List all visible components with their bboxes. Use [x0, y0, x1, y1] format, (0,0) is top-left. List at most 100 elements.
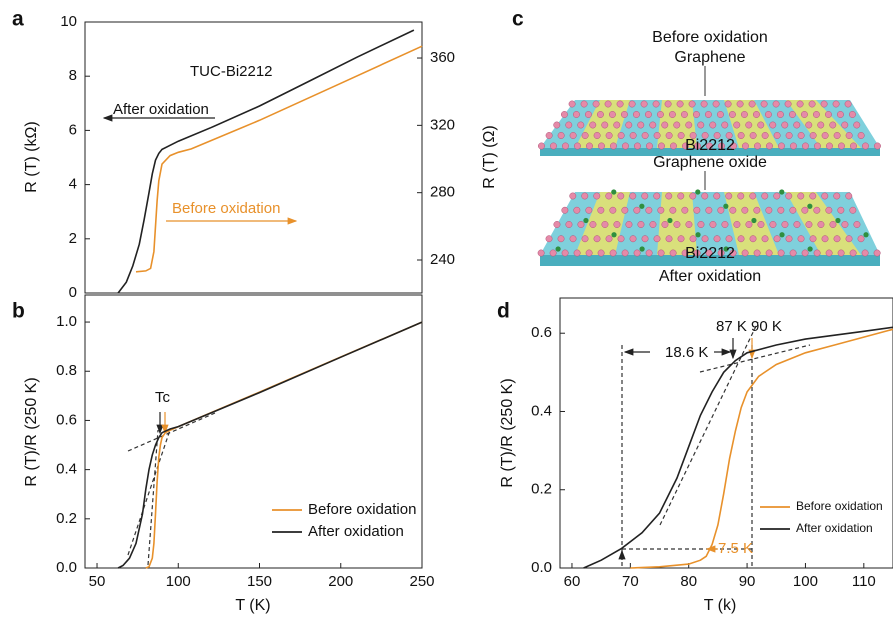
atom: [568, 100, 576, 108]
atom: [632, 111, 640, 118]
oxygen: [807, 203, 813, 209]
atom: [593, 235, 601, 243]
atom: [781, 221, 789, 228]
atom: [717, 249, 725, 257]
oxygen: [667, 217, 673, 224]
oxygen: [695, 232, 701, 238]
oxygen: [723, 203, 729, 209]
atom: [725, 235, 733, 243]
oxygen: [751, 217, 757, 224]
atom: [861, 249, 869, 257]
atom: [580, 100, 588, 108]
atom: [645, 206, 653, 214]
atom: [574, 142, 581, 150]
y-tick-label: 0.8: [56, 362, 77, 379]
atom: [797, 192, 805, 200]
atom: [788, 111, 796, 118]
atom: [545, 235, 553, 243]
plot-frame: [84, 294, 423, 569]
atom: [849, 249, 857, 257]
atom: [665, 132, 673, 139]
atom: [601, 121, 609, 129]
atoms: [537, 100, 881, 257]
atom: [689, 192, 697, 200]
atom: [760, 100, 768, 108]
atom: [790, 142, 797, 150]
atom: [609, 249, 617, 257]
atom: [749, 192, 757, 200]
atom: [725, 132, 733, 139]
atom: [741, 206, 749, 214]
y-axis-label: R (T) (kΩ): [23, 121, 40, 193]
atom: [670, 142, 677, 150]
atom: [784, 100, 792, 108]
x-axis-label: T (k): [704, 597, 737, 614]
atom: [704, 111, 712, 118]
atom: [694, 142, 701, 150]
atom: [705, 249, 713, 257]
atom: [740, 111, 748, 118]
oxygen: [835, 217, 841, 224]
panel-label: c: [512, 8, 524, 31]
y-tick-label: 6: [69, 121, 77, 138]
atom: [644, 111, 652, 118]
x-axis-label: T (K): [235, 597, 270, 614]
oxygen: [583, 217, 589, 224]
atom: [753, 206, 761, 214]
atom: [761, 192, 769, 200]
atom: [676, 100, 684, 108]
label: Graphene oxide: [653, 154, 767, 171]
atom: [724, 100, 732, 108]
annotation: Before oxidation: [172, 200, 280, 217]
oxygen: [807, 246, 813, 252]
atom: [677, 132, 685, 139]
atom: [748, 100, 756, 108]
atom: [592, 100, 600, 108]
atom: [812, 111, 820, 118]
slab-side: [540, 148, 880, 156]
atom: [622, 142, 629, 150]
atom: [669, 249, 677, 257]
atom: [589, 121, 597, 129]
atom: [681, 206, 689, 214]
atom: [717, 206, 725, 214]
y-tick-label: 10: [60, 13, 77, 30]
panel-label: b: [12, 300, 25, 323]
atom: [777, 249, 785, 257]
label: Before oxidation: [652, 29, 768, 46]
atom: [801, 206, 809, 214]
atom: [701, 132, 709, 139]
atom: [713, 235, 721, 243]
atom: [569, 132, 577, 139]
atom: [584, 111, 592, 118]
panel-label: d: [497, 300, 510, 323]
atom: [814, 142, 821, 150]
atom: [769, 221, 777, 228]
atom: [685, 221, 693, 228]
atom: [581, 132, 589, 139]
atom: [761, 132, 769, 139]
atom: [633, 206, 641, 214]
atom: [661, 221, 669, 228]
atom: [836, 111, 844, 118]
atom: [688, 100, 696, 108]
atom: [561, 249, 569, 257]
atom: [832, 100, 840, 108]
y-tick-label: 0: [69, 284, 77, 301]
atom: [718, 142, 725, 150]
atom: [621, 206, 629, 214]
atom: [809, 132, 817, 139]
series-line: [135, 45, 423, 273]
atom: [752, 111, 760, 118]
legend-label: After oxidation: [796, 521, 873, 535]
atom: [609, 206, 617, 214]
atom: [693, 249, 701, 257]
label: Bi2212: [685, 245, 735, 262]
atom: [733, 121, 741, 129]
legend-label: After oxidation: [308, 523, 404, 540]
atom: [825, 249, 833, 257]
atom: [785, 235, 793, 243]
oxygen: [639, 203, 645, 209]
y-tick-label: 0.4: [531, 402, 552, 419]
atom: [713, 192, 721, 200]
